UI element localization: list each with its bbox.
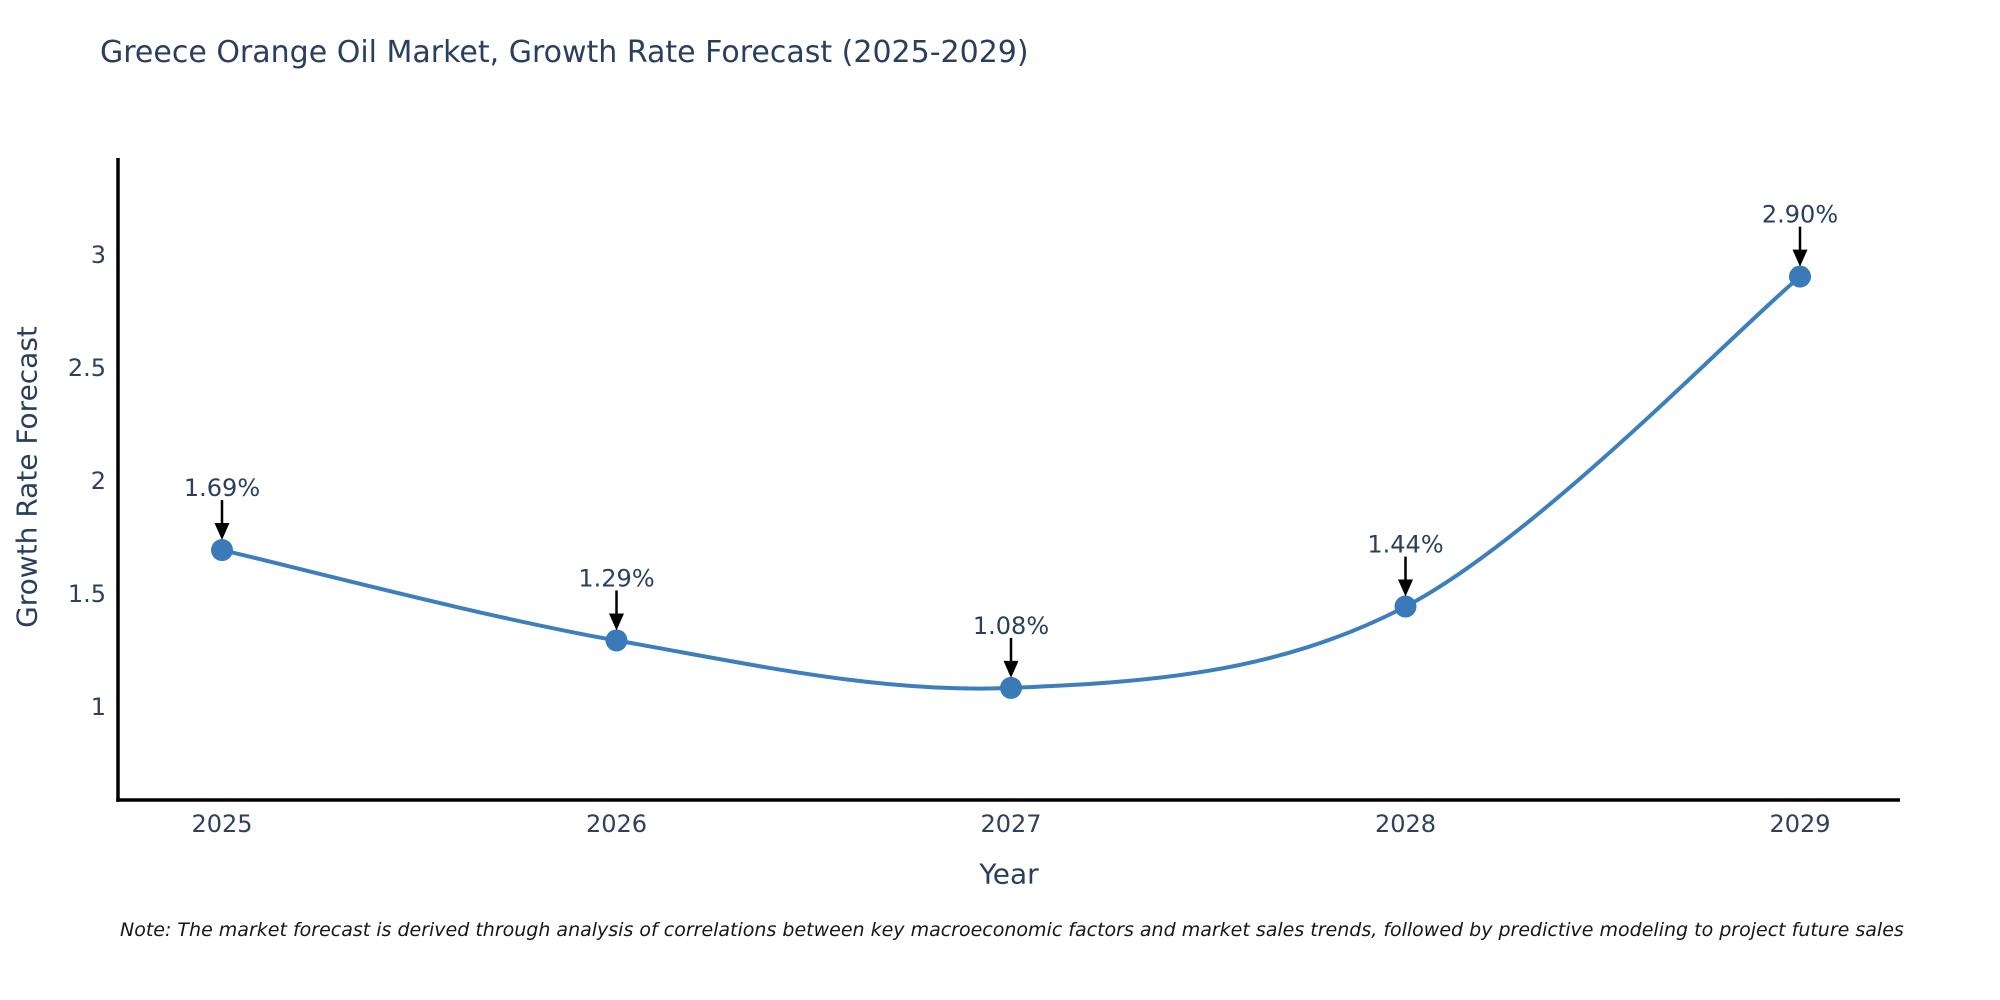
x-tick-label: 2025 xyxy=(191,810,252,838)
data-point-label: 2.90% xyxy=(1762,201,1838,229)
x-tick-label: 2027 xyxy=(980,810,1041,838)
data-point-marker[interactable] xyxy=(1000,676,1022,699)
data-point-marker[interactable] xyxy=(211,539,233,562)
annotation-arrowhead-icon xyxy=(1398,579,1413,597)
x-tick-label: 2026 xyxy=(586,810,647,838)
data-point-label: 1.08% xyxy=(973,612,1049,640)
annotation-arrowhead-icon xyxy=(1792,249,1808,267)
data-point-marker[interactable] xyxy=(605,629,628,652)
annotation-arrowhead-icon xyxy=(609,613,624,631)
x-tick-label: 2029 xyxy=(1769,810,1830,838)
y-tick-label: 3 xyxy=(91,241,106,269)
data-point-label: 1.44% xyxy=(1367,531,1443,559)
footnote: Note: The market forecast is derived thr… xyxy=(120,919,1904,941)
y-tick-label: 1 xyxy=(91,693,106,721)
y-tick-label: 2.5 xyxy=(68,354,106,382)
annotation-arrowhead-icon xyxy=(1003,660,1019,678)
data-point-marker[interactable] xyxy=(1394,595,1417,618)
y-tick-label: 1.5 xyxy=(68,580,106,608)
x-axis-title: Year xyxy=(979,857,1039,891)
x-tick-label: 2028 xyxy=(1375,810,1436,838)
data-point-label: 1.69% xyxy=(184,474,260,502)
annotation-arrowhead-icon xyxy=(214,523,230,541)
chart-title: Greece Orange Oil Market, Growth Rate Fo… xyxy=(100,35,1029,70)
data-point-label: 1.29% xyxy=(578,564,654,592)
y-tick-label: 2 xyxy=(91,467,106,495)
data-point-marker[interactable] xyxy=(1789,265,1811,288)
